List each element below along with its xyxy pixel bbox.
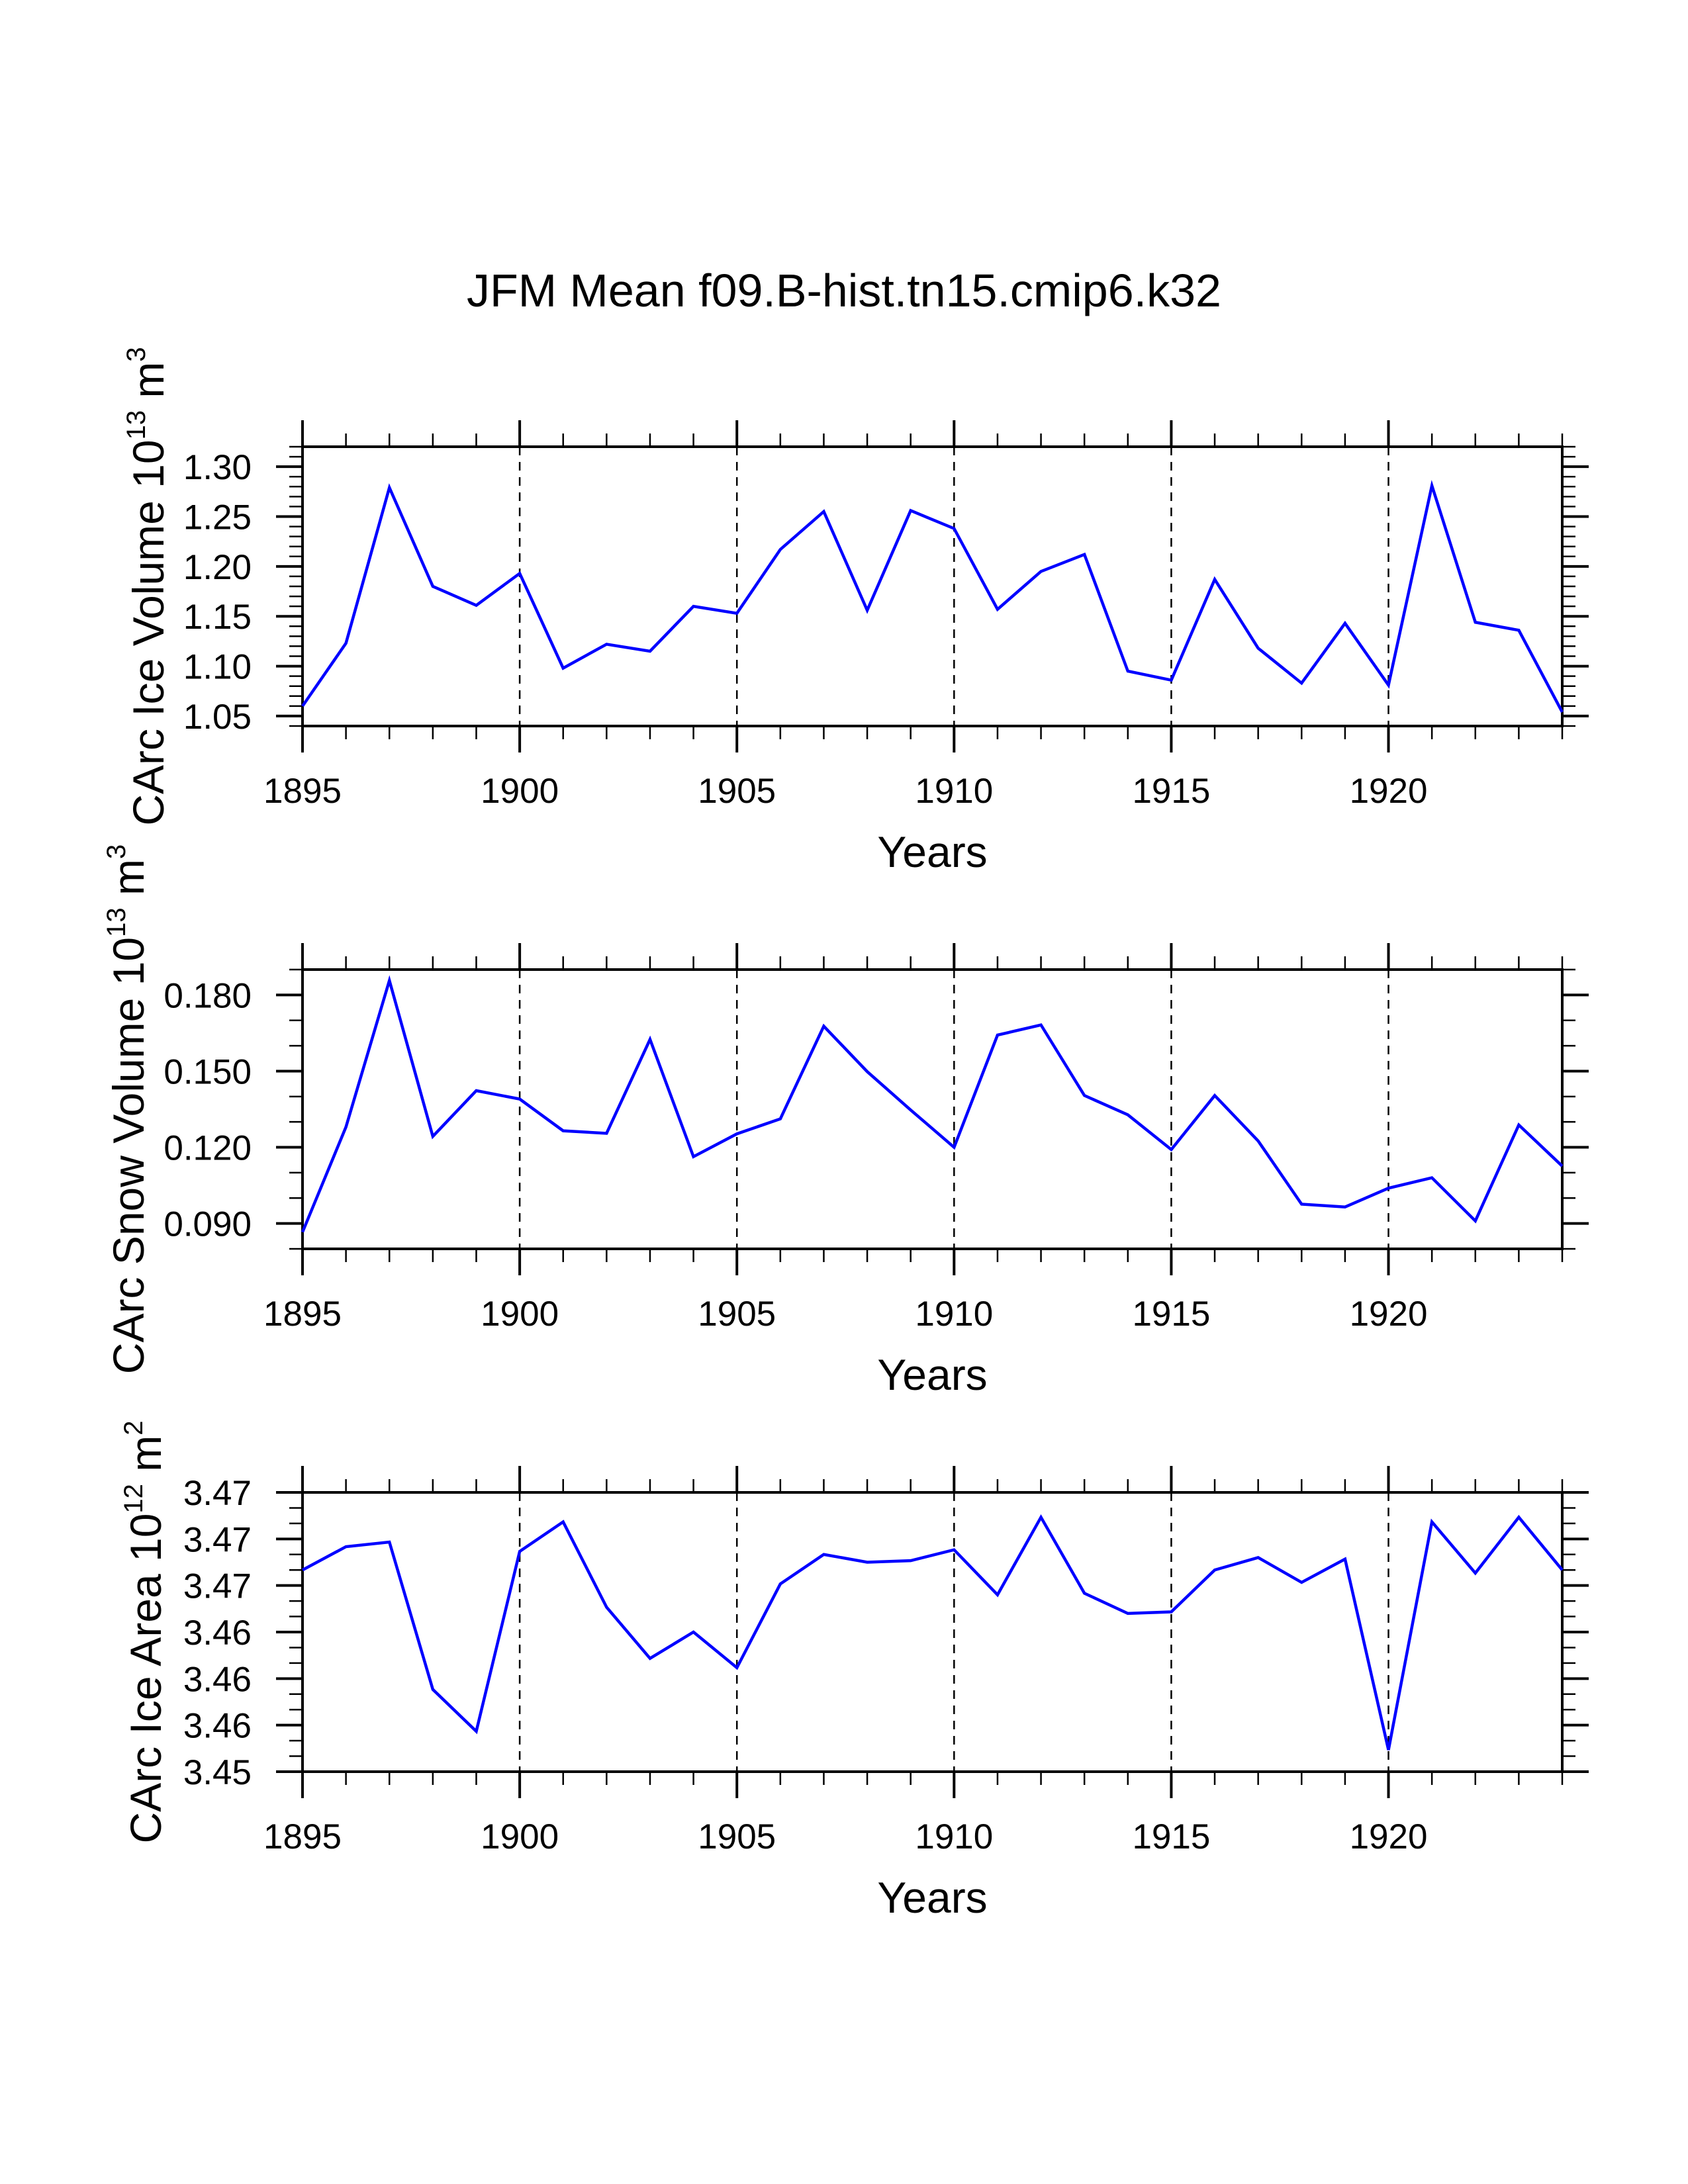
x-grid-lines bbox=[518, 1492, 1389, 1772]
y-tick-label: 3.47 bbox=[183, 1474, 252, 1513]
x-tick-label: 1915 bbox=[1132, 772, 1210, 811]
x-tick-label: 1905 bbox=[698, 1295, 776, 1334]
y-axis-title-text: CArc Ice Area 10 bbox=[121, 1514, 170, 1844]
x-tick-label: 1910 bbox=[915, 1817, 993, 1856]
y-ticks bbox=[276, 445, 1589, 727]
x-tick-label: 1905 bbox=[698, 772, 776, 811]
plot-frame bbox=[301, 1491, 1564, 1773]
x-tick-label: 1920 bbox=[1350, 772, 1428, 811]
y-tick-label: 3.47 bbox=[183, 1567, 252, 1606]
y-tick-label: 1.25 bbox=[183, 498, 252, 537]
y-tick-labels: 0.090 0.120 0.150 0.180 bbox=[164, 976, 252, 1244]
y-tick-label: 1.15 bbox=[183, 598, 252, 637]
x-ticks bbox=[301, 943, 1564, 1275]
plot-frame bbox=[301, 968, 1564, 1250]
y-axis-title-unit: m bbox=[104, 859, 153, 907]
y-tick-label: 0.150 bbox=[164, 1052, 252, 1091]
y-axis-title-unit-exponent: 3 bbox=[122, 347, 151, 361]
y-tick-labels: 1.05 1.10 1.15 1.20 1.25 1.30 bbox=[183, 448, 252, 737]
x-axis-title: Years bbox=[877, 1873, 987, 1922]
x-tick-label: 1900 bbox=[481, 772, 559, 811]
x-tick-label: 1895 bbox=[263, 1295, 342, 1334]
y-axis-title-unit: m bbox=[121, 1435, 170, 1484]
x-tick-label: 1920 bbox=[1350, 1295, 1428, 1334]
panel-2: 1895 1900 1905 1910 1915 19200.0900.1200.1500… bbox=[102, 844, 1589, 1399]
y-tick-label: 0.120 bbox=[164, 1129, 252, 1168]
y-axis-title: CArc Snow Volume 1013 m3 bbox=[102, 844, 153, 1374]
x-tick-label: 1900 bbox=[481, 1817, 559, 1856]
y-axis-title-unit-exponent: 3 bbox=[102, 844, 131, 859]
panel-3: 1895 1900 1905 1910 1915 1920 3.45 3.46 3.46 3.46… bbox=[119, 1421, 1589, 1922]
x-axis-title: Years bbox=[877, 1350, 987, 1399]
data-line-carc-snow-volume bbox=[301, 975, 1564, 1233]
y-tick-label: 1.05 bbox=[183, 698, 252, 737]
y-axis-title-exponent: 12 bbox=[119, 1484, 148, 1514]
x-tick-label: 1910 bbox=[915, 772, 993, 811]
x-tick-label: 1920 bbox=[1350, 1817, 1428, 1856]
data-points bbox=[302, 485, 1563, 712]
x-tick-label: 1895 bbox=[263, 772, 342, 811]
x-tick-label: 1895 bbox=[263, 1817, 342, 1856]
y-tick-label: 0.180 bbox=[164, 976, 252, 1015]
figure-title: JFM Mean f09.B-hist.tn15.cmip6.k32 bbox=[467, 265, 1221, 316]
plot-frame bbox=[301, 445, 1564, 727]
x-ticks bbox=[301, 1466, 1564, 1798]
y-axis-title: CArc Ice Area 1012 m2 bbox=[119, 1421, 170, 1844]
y-tick-label: 1.20 bbox=[183, 548, 252, 587]
x-tick-label: 1915 bbox=[1132, 1295, 1210, 1334]
y-axis-title: CArc Ice Volume 1013 m3 bbox=[122, 347, 173, 825]
x-tick-label: 1915 bbox=[1132, 1817, 1210, 1856]
x-tick-labels: 1895 1900 1905 1910 1915 1920 bbox=[263, 1295, 1427, 1334]
panels: 1895 1900 1905 1910 1915 1920 1.05 1.10 1.15 1.20… bbox=[102, 347, 1589, 1922]
x-tick-label: 1900 bbox=[481, 1295, 559, 1334]
y-tick-label: 1.10 bbox=[183, 648, 252, 687]
x-tick-labels: 1895 1900 1905 1910 1915 1920 bbox=[263, 772, 1427, 811]
data-points bbox=[302, 980, 1563, 1232]
y-tick-label: 1.30 bbox=[183, 448, 252, 487]
y-tick-label: 3.45 bbox=[183, 1753, 252, 1792]
x-axis-title: Years bbox=[877, 827, 987, 876]
y-ticks bbox=[276, 1491, 1589, 1773]
panel-1: 1895 1900 1905 1910 1915 1920 1.05 1.10 1.15 1.20… bbox=[122, 347, 1589, 876]
x-tick-labels: 1895 1900 1905 1910 1915 1920 bbox=[263, 1817, 1427, 1856]
y-tick-label: 3.46 bbox=[183, 1660, 252, 1699]
data-points bbox=[302, 1517, 1563, 1751]
x-ticks bbox=[301, 420, 1564, 752]
y-ticks bbox=[276, 968, 1589, 1250]
x-grid-lines bbox=[518, 970, 1389, 1249]
y-tick-label: 3.47 bbox=[183, 1520, 252, 1559]
y-tick-labels: 3.45 3.46 3.46 3.46 3.47 3.47 3.47 bbox=[183, 1474, 252, 1792]
y-tick-label: 0.090 bbox=[164, 1205, 252, 1244]
data-line-carc-ice-area bbox=[301, 1514, 1564, 1751]
y-axis-title-unit: m bbox=[124, 362, 173, 410]
y-axis-title-unit-exponent: 2 bbox=[119, 1421, 148, 1435]
y-axis-title-exponent: 13 bbox=[122, 410, 151, 440]
y-axis-title-text: CArc Ice Volume 10 bbox=[124, 439, 173, 825]
y-axis-title-exponent: 13 bbox=[102, 907, 131, 937]
y-axis-title-text: CArc Snow Volume 10 bbox=[104, 937, 153, 1374]
y-tick-label: 3.46 bbox=[183, 1614, 252, 1653]
x-tick-label: 1905 bbox=[698, 1817, 776, 1856]
data-line-carc-ice-volume bbox=[301, 480, 1564, 713]
x-tick-label: 1910 bbox=[915, 1295, 993, 1334]
y-tick-label: 3.46 bbox=[183, 1707, 252, 1746]
